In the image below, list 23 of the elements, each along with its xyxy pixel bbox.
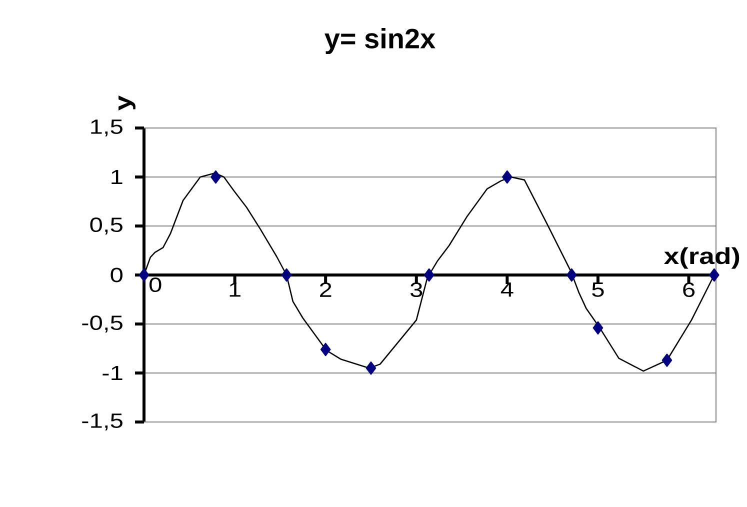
point — [210, 170, 221, 184]
y-axis-title: y — [118, 95, 136, 110]
y-tick-label: 1,5 — [91, 120, 122, 136]
point — [366, 361, 376, 375]
y-tick-label: 1 — [112, 170, 122, 184]
y-tick-label: -1 — [102, 366, 122, 380]
point — [662, 354, 672, 367]
point — [281, 268, 292, 282]
point — [709, 268, 720, 282]
point — [592, 321, 604, 335]
point — [320, 342, 331, 356]
x-tick-label: 4 — [500, 282, 514, 297]
x-tick-label: 0 — [149, 278, 162, 292]
y-tick-label: -1,5 — [82, 414, 122, 430]
point — [424, 268, 434, 282]
point — [502, 170, 512, 184]
chart-title: y= sin2x — [324, 28, 436, 54]
y-tick-label: 0,5 — [90, 218, 122, 234]
y-tick-label: -0,5 — [82, 316, 122, 332]
y-tick-label: 0 — [110, 268, 123, 282]
point — [138, 268, 150, 282]
point — [566, 268, 577, 282]
x-axis-title: x(rad) — [664, 247, 740, 269]
